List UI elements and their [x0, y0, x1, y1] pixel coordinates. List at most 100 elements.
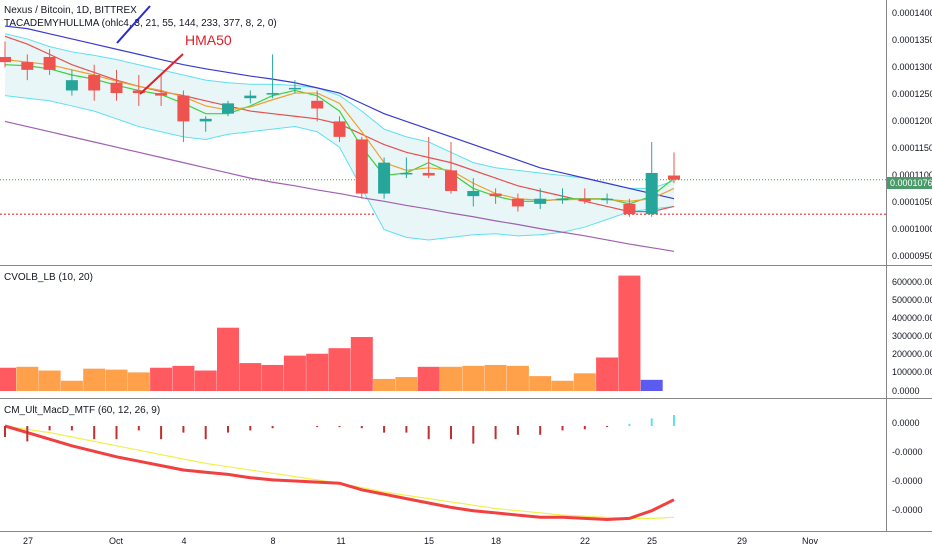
macd-histogram-bar	[26, 426, 29, 442]
macd-histogram-bar	[115, 426, 118, 440]
macd-histogram-bar	[516, 426, 519, 435]
macd-histogram-bar	[606, 426, 609, 428]
date-label: 25	[647, 536, 657, 546]
candle-body	[222, 103, 234, 114]
volume-bar	[217, 327, 239, 391]
ma-blue-line	[4, 25, 675, 200]
macd-histogram-bar	[383, 426, 386, 433]
volume-bar	[38, 370, 61, 391]
macd-histogram-bar	[48, 426, 51, 431]
volume-bar	[127, 372, 150, 391]
date-label: 29	[737, 536, 747, 546]
candle-body	[534, 198, 547, 204]
volume-bar	[573, 373, 596, 391]
volume-bar	[506, 365, 529, 391]
candle-body	[445, 170, 457, 191]
upper-band-line	[4, 33, 675, 189]
candle-body	[556, 198, 569, 201]
macd-histogram-bar	[227, 426, 229, 433]
macd-signal-line	[4, 425, 675, 520]
macd-histogram-bar	[427, 426, 430, 440]
date-label: 27	[23, 536, 33, 546]
price-tick: 0.00009500	[892, 251, 932, 261]
macd-tick: -0.0000	[892, 447, 923, 457]
macd-histogram-bar	[360, 426, 363, 429]
candle-body	[355, 139, 368, 194]
symbol-title: Nexus / Bitcoin, 1D, BITTREX	[4, 5, 137, 16]
macd-line	[4, 424, 675, 522]
last-price-badge	[887, 177, 932, 189]
candle-body	[578, 198, 591, 202]
candle-body	[467, 190, 480, 197]
macd-histogram-bar	[583, 426, 586, 430]
volume-bar	[596, 357, 619, 391]
candle-body	[155, 93, 168, 96]
candle-body	[110, 82, 123, 94]
candle-body	[21, 62, 34, 70]
price-chart	[0, 25, 886, 252]
volume-bar	[194, 370, 217, 391]
macd-histogram-bar	[271, 426, 274, 429]
volume-bar	[172, 365, 195, 391]
candle-body	[511, 198, 524, 207]
candle-body	[0, 56, 11, 63]
volume-tick: 500000.0000	[892, 295, 932, 305]
candle-body	[288, 87, 301, 90]
price-tick: 0.00012500	[892, 89, 932, 99]
volume-bar	[484, 364, 507, 391]
candle-body	[489, 193, 502, 197]
volume-bar	[0, 367, 16, 391]
volume-title: CVOLB_LB (10, 20)	[4, 272, 93, 283]
hma50-annotation: HMA50	[185, 32, 232, 48]
date-label: 8	[270, 536, 275, 546]
volume-bar	[60, 380, 83, 391]
volume-bar	[16, 366, 39, 391]
volume-bar	[150, 367, 173, 391]
volume-bar	[551, 380, 574, 391]
volume-chart	[0, 275, 663, 391]
price-tick: 0.00012000	[892, 116, 932, 126]
price-tick: 0.00013500	[892, 35, 932, 45]
macd-histogram-bar	[673, 415, 675, 426]
candle-body	[177, 95, 190, 122]
date-label: Oct	[109, 536, 124, 546]
macd-histogram-bar	[93, 426, 96, 440]
volume-tick: 200000.0000	[892, 349, 932, 359]
macd-histogram-bar	[338, 426, 341, 428]
macd-tick: -0.0000	[892, 505, 923, 515]
volume-tick: 0.0000	[892, 386, 920, 396]
volume-tick: 400000.0000	[892, 313, 932, 323]
volume-bar	[618, 275, 641, 391]
volume-bar	[239, 363, 262, 391]
annotation-blue-line	[116, 5, 151, 44]
macd-histogram-bar	[204, 426, 207, 440]
volume-bar	[283, 355, 306, 391]
ma-purple-line	[4, 120, 675, 252]
macd-histogram-bar	[650, 418, 653, 426]
price-tick: 0.00010500	[892, 197, 932, 207]
macd-histogram-bar	[450, 426, 452, 440]
candle-body	[266, 93, 279, 95]
volume-bar	[417, 366, 440, 391]
volume-bar	[462, 365, 485, 391]
date-axis[interactable]: 27 Oct 4 8 11 15 18 22 25 29 Nov	[23, 536, 819, 546]
candle-body	[668, 175, 680, 180]
candle-body	[333, 121, 346, 137]
macd-histogram-bar	[539, 426, 542, 435]
price-axis[interactable]: 0.00014000 0.00013500 0.00013000 0.00012…	[887, 8, 932, 261]
macd-chart	[4, 415, 675, 522]
candle-body	[311, 100, 324, 109]
price-tick: 0.00010000	[892, 224, 932, 234]
macd-axis[interactable]: 0.0000 -0.0000 -0.0000 -0.0000	[892, 418, 923, 515]
volume-bar	[373, 378, 396, 391]
macd-title: CM_Ult_MacD_MTF (60, 12, 26, 9)	[4, 405, 160, 416]
volume-axis[interactable]: 600000.0000 500000.0000 400000.0000 3000…	[892, 277, 932, 396]
date-label: 18	[491, 536, 501, 546]
macd-histogram-bar	[405, 426, 408, 433]
macd-tick: -0.0000	[892, 476, 923, 486]
annotation-red-line	[139, 53, 184, 95]
macd-histogram-bar	[4, 426, 6, 437]
volume-bar	[306, 353, 329, 391]
